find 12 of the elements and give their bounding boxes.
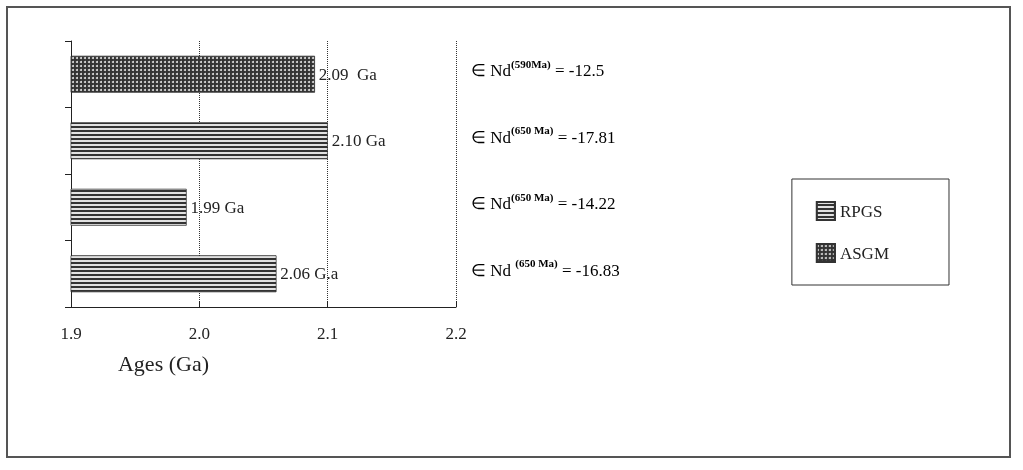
legend-label: ASGM	[839, 243, 889, 263]
x-tick-label: 1.9	[60, 324, 82, 343]
x-tick-label: 2.2	[445, 324, 467, 343]
x-tick-label: 2.0	[188, 324, 210, 343]
data-label: 2.10 Ga	[331, 131, 386, 151]
data-label: 2.06 G.a	[280, 264, 339, 284]
legend-label: RPGS	[839, 201, 883, 221]
text: ∈ Nd (650 Ma) = -16.83	[471, 257, 620, 280]
x-axis-title: Ages (Ga)	[117, 350, 210, 376]
data-label: 1.99 Ga	[190, 197, 245, 217]
data-label: 2.09 Ga	[318, 64, 378, 84]
x-tick-label: 2.1	[317, 324, 339, 343]
